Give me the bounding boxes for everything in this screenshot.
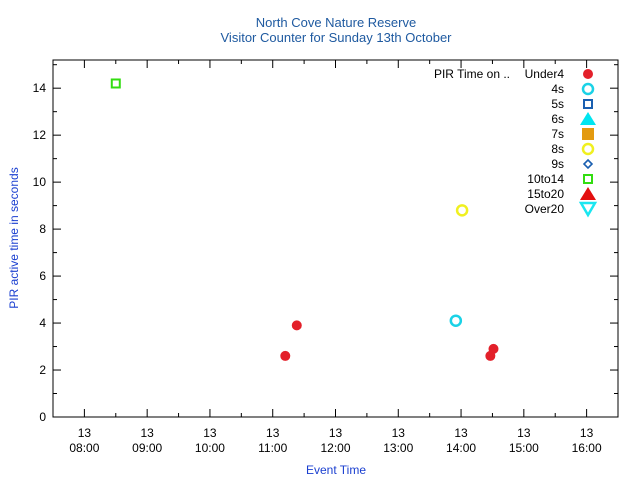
chart-subtitle: Visitor Counter for Sunday 13th October: [221, 30, 453, 45]
x-tick-day-label: 13: [329, 426, 343, 440]
x-tick-time-label: 11:00: [258, 441, 287, 455]
x-tick-day-label: 13: [580, 426, 594, 440]
data-point: [488, 343, 499, 354]
y-tick-label: 2: [39, 363, 46, 377]
plot-frame: [52, 59, 619, 418]
y-tick-label: 12: [33, 128, 47, 142]
legend-marker: [582, 158, 594, 170]
legend-label: 15to20: [527, 187, 564, 201]
axis-ticks: 1308:001309:001310:001311:001312:001313:…: [33, 60, 619, 455]
legend-label: Over20: [525, 202, 565, 216]
x-tick-day-label: 13: [140, 426, 154, 440]
legend-label: 9s: [551, 157, 564, 171]
data-point: [110, 78, 121, 89]
legend-marker: [583, 99, 593, 109]
y-tick-label: 6: [39, 269, 46, 283]
y-tick-label: 0: [39, 410, 46, 424]
x-tick-time-label: 15:00: [509, 441, 539, 455]
x-tick-day-label: 13: [454, 426, 468, 440]
x-tick-time-label: 10:00: [195, 441, 225, 455]
data-point: [280, 350, 291, 361]
x-tick-time-label: 09:00: [132, 441, 162, 455]
legend-marker: [583, 69, 593, 79]
legend-marker: [578, 201, 598, 218]
legend-label: 6s: [551, 112, 564, 126]
legend-label: 10to14: [527, 172, 564, 186]
legend-marker: [581, 142, 595, 156]
x-tick-day-label: 13: [266, 426, 280, 440]
x-tick-time-label: 14:00: [446, 441, 476, 455]
x-tick-time-label: 08:00: [69, 441, 99, 455]
legend-title: PIR Time on ..: [434, 67, 510, 81]
x-axis-label: Event Time: [306, 463, 366, 477]
x-tick-day-label: 13: [517, 426, 531, 440]
data-point: [291, 320, 302, 331]
y-tick-label: 8: [39, 222, 46, 236]
legend-marker: [583, 174, 593, 184]
legend-label: 4s: [551, 82, 564, 96]
x-tick-day-label: 13: [78, 426, 92, 440]
legend-label: 5s: [551, 97, 564, 111]
data-point: [455, 204, 469, 217]
y-tick-label: 14: [33, 81, 47, 95]
y-tick-label: 4: [39, 316, 46, 330]
chart-title: North Cove Nature Reserve: [256, 15, 416, 30]
x-tick-day-label: 13: [203, 426, 217, 440]
legend-marker: [580, 187, 596, 200]
legend-marker: [582, 128, 594, 140]
x-tick-time-label: 12:00: [320, 441, 350, 455]
legend-marker: [581, 82, 595, 96]
y-tick-label: 10: [33, 175, 47, 189]
legend-label: 8s: [551, 142, 564, 156]
legend-label: Under4: [525, 67, 565, 81]
x-tick-time-label: 16:00: [572, 441, 602, 455]
y-axis-label: PIR active time in seconds: [7, 167, 21, 308]
data-point: [449, 314, 463, 327]
x-tick-time-label: 13:00: [383, 441, 413, 455]
legend-marker: [580, 112, 596, 125]
legend-label: 7s: [551, 127, 564, 141]
x-tick-day-label: 13: [392, 426, 406, 440]
data-points: [110, 78, 499, 361]
legend: PIR Time on .. Under44s5s6s7s8s9s10to141…: [434, 67, 598, 218]
